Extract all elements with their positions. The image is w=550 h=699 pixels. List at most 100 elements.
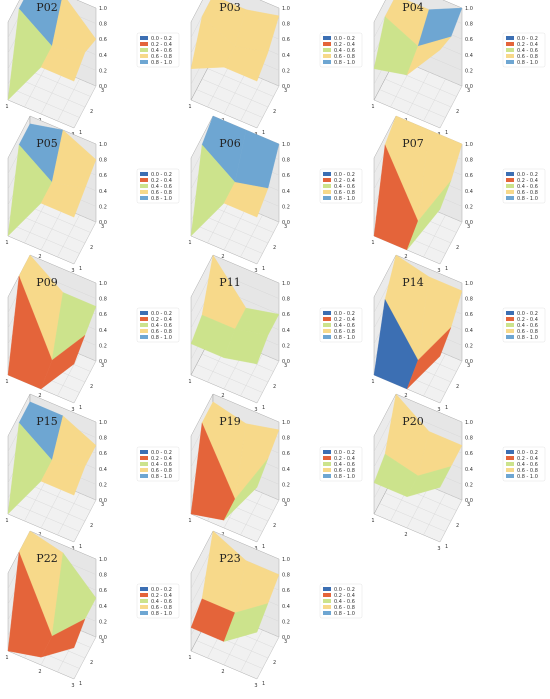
x-tick-label: 2 <box>38 669 41 675</box>
z-tick-label: 0.0 <box>99 359 107 365</box>
legend-swatch <box>140 605 148 609</box>
chart-title: P22 <box>36 552 57 565</box>
legend-swatch <box>140 587 148 591</box>
x-tick-label: 1 <box>188 240 191 246</box>
z-tick-label: 0.4 <box>465 189 473 195</box>
legend-swatch <box>506 462 514 466</box>
z-tick-label: 0.4 <box>282 604 290 610</box>
y-tick-label: 1 <box>79 681 82 687</box>
legend-label: 0.8 - 1.0 <box>334 196 355 202</box>
legend-swatch <box>323 178 331 182</box>
legend-swatch <box>140 474 148 478</box>
legend-swatch <box>140 178 148 182</box>
y-tick-label: 1 <box>262 405 265 411</box>
z-tick-label: 0.4 <box>282 53 290 59</box>
z-tick-label: 0.0 <box>282 359 290 365</box>
surface-plot-p22: P22123 1230.00.20.40.60.81.00.0 - 0.20.2 … <box>5 531 179 689</box>
legend-swatch <box>506 54 514 58</box>
y-tick-label: 2 <box>273 523 276 529</box>
legend-swatch <box>323 36 331 40</box>
legend-swatch <box>140 456 148 460</box>
legend-swatch <box>323 323 331 327</box>
z-tick-label: 0.6 <box>99 173 107 179</box>
z-tick-label: 0.8 <box>282 158 290 164</box>
y-tick-label: 2 <box>90 384 93 390</box>
z-tick-label: 0.6 <box>465 37 473 43</box>
z-tick-label: 0.2 <box>99 343 107 349</box>
z-tick-label: 1.0 <box>282 281 290 287</box>
legend-swatch <box>140 36 148 40</box>
y-tick-label: 2 <box>273 384 276 390</box>
legend-swatch <box>323 190 331 194</box>
y-tick-label: 2 <box>456 384 459 390</box>
chart-title: P07 <box>402 137 423 150</box>
z-tick-label: 1.0 <box>282 6 290 12</box>
z-tick-label: 1.0 <box>282 142 290 148</box>
surface-plot-p11: P11123 1230.00.20.40.60.81.00.0 - 0.20.2 … <box>188 255 362 413</box>
z-tick-label: 1.0 <box>282 557 290 563</box>
legend-label: 0.8 - 1.0 <box>151 196 172 202</box>
legend-swatch <box>323 311 331 315</box>
legend-swatch <box>323 184 331 188</box>
z-tick-label: 0.4 <box>282 328 290 334</box>
legend-swatch <box>140 190 148 194</box>
z-tick-label: 0.2 <box>282 343 290 349</box>
legend-swatch <box>140 196 148 200</box>
z-tick-label: 0.6 <box>99 588 107 594</box>
y-tick-label: 1 <box>79 544 82 550</box>
chart-title: P15 <box>36 415 57 428</box>
surface-plot-p23: P23123 1230.00.20.40.60.81.00.0 - 0.20.2 … <box>188 531 362 689</box>
y-tick-label: 1 <box>445 266 448 272</box>
legend-swatch <box>506 456 514 460</box>
legend-swatch <box>140 329 148 333</box>
z-tick-label: 0.6 <box>282 173 290 179</box>
chart-title: P04 <box>402 1 423 14</box>
y-tick-label: 1 <box>262 266 265 272</box>
z-tick-label: 0.6 <box>99 451 107 457</box>
z-tick-label: 0.2 <box>99 68 107 74</box>
legend-label: 0.8 - 1.0 <box>334 611 355 617</box>
y-tick-label: 1 <box>79 266 82 272</box>
legend-swatch <box>323 54 331 58</box>
x-tick-label: 3 <box>437 546 440 552</box>
z-tick-label: 0.8 <box>282 573 290 579</box>
x-tick-label: 3 <box>254 683 257 689</box>
z-tick-label: 0.2 <box>282 204 290 210</box>
legend-swatch <box>506 172 514 176</box>
legend-swatch <box>323 48 331 52</box>
z-tick-label: 0.8 <box>465 22 473 28</box>
z-tick-label: 1.0 <box>99 281 107 287</box>
surface-plot-p07: P07123 1230.00.20.40.60.81.00.0 - 0.20.2 … <box>371 116 545 274</box>
legend-swatch <box>140 323 148 327</box>
z-tick-label: 1.0 <box>282 420 290 426</box>
y-tick-label: 2 <box>273 660 276 666</box>
z-tick-label: 0.0 <box>99 635 107 641</box>
y-tick-label: 1 <box>262 544 265 550</box>
chart-title: P06 <box>219 137 240 150</box>
legend-swatch <box>140 184 148 188</box>
y-tick-label: 2 <box>456 109 459 115</box>
legend-swatch <box>140 42 148 46</box>
z-tick-label: 0.0 <box>465 220 473 226</box>
legend-label: 0.8 - 1.0 <box>334 335 355 341</box>
legend-swatch <box>140 172 148 176</box>
z-tick-label: 1.0 <box>99 420 107 426</box>
z-tick-label: 0.8 <box>282 297 290 303</box>
legend-swatch <box>506 190 514 194</box>
z-tick-label: 0.2 <box>282 482 290 488</box>
chart-title: P19 <box>219 415 240 428</box>
z-tick-label: 0.0 <box>282 635 290 641</box>
z-tick-label: 0.4 <box>99 189 107 195</box>
legend-swatch <box>506 323 514 327</box>
chart-title: P03 <box>219 1 240 14</box>
legend-label: 0.8 - 1.0 <box>334 60 355 66</box>
x-tick-label: 1 <box>371 104 374 110</box>
surface-plot-p19: P19123 1230.00.20.40.60.81.00.0 - 0.20.2 … <box>188 394 362 552</box>
z-tick-label: 0.2 <box>99 482 107 488</box>
legend-swatch <box>323 611 331 615</box>
y-tick-label: 1 <box>445 405 448 411</box>
chart-title: P11 <box>219 276 240 289</box>
x-tick-label: 1 <box>188 379 191 385</box>
legend-swatch <box>506 317 514 321</box>
